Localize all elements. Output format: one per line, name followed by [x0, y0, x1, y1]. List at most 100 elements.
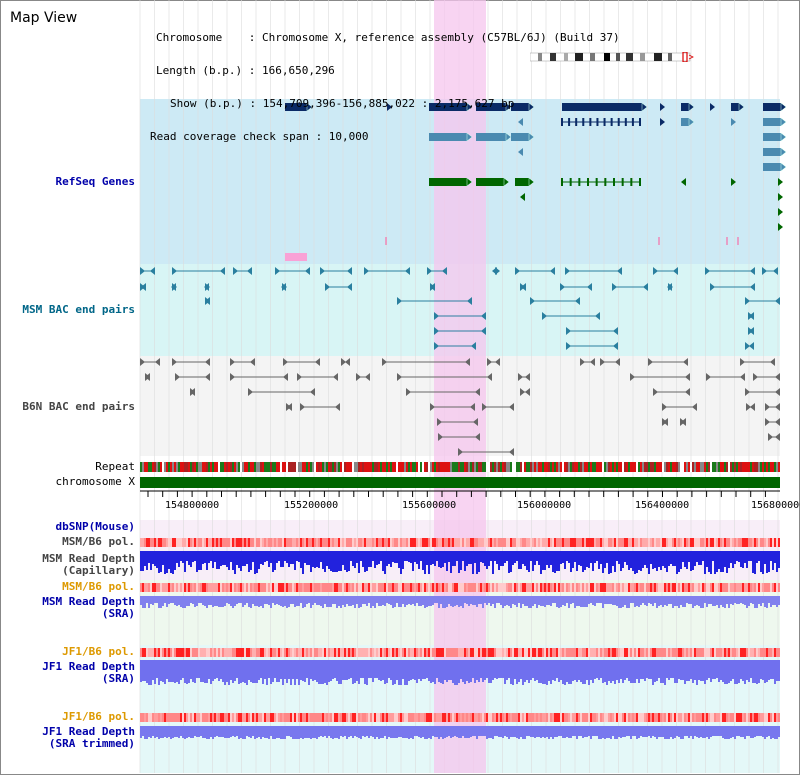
polymorphism-segment: [706, 648, 708, 657]
repeat-segment: [772, 462, 774, 472]
depth-bar: [252, 551, 254, 562]
polymorphism-segment: [652, 538, 654, 547]
polymorphism-segment: [440, 713, 442, 722]
track-label-msm-b6-pol-2[interactable]: MSM/B6 pol.: [62, 580, 135, 593]
depth-bar: [542, 551, 544, 570]
polymorphism-segment: [522, 648, 524, 657]
track-label-dbsnp[interactable]: dbSNP(Mouse): [55, 520, 135, 533]
chromosome-ideogram[interactable]: [530, 52, 695, 62]
depth-bar: [574, 660, 576, 680]
depth-bar: [484, 660, 486, 680]
depth-bar: [750, 660, 752, 678]
track-label-b6n-bac[interactable]: B6N BAC end pairs: [22, 400, 135, 413]
depth-bar: [570, 726, 572, 738]
polymorphism-segment: [752, 648, 754, 657]
polymorphism-segment: [156, 713, 158, 722]
polymorphism-segment: [370, 713, 372, 722]
repeat-segment: [724, 462, 726, 472]
depth-bar: [542, 596, 544, 606]
polymorphism-segment: [596, 583, 598, 592]
depth-bar: [202, 726, 204, 738]
depth-bar: [228, 660, 230, 685]
polymorphism-segment: [750, 583, 752, 592]
depth-bar: [440, 596, 442, 604]
polymorphism-segment: [732, 538, 734, 547]
depth-bar: [198, 726, 200, 737]
polymorphism-segment: [562, 713, 564, 722]
depth-bar: [496, 596, 498, 603]
polymorphism-segment: [438, 583, 440, 592]
polymorphism-segment: [660, 583, 662, 592]
depth-bar: [278, 551, 280, 561]
repeat-segment: [504, 462, 506, 472]
depth-bar: [490, 660, 492, 683]
bac-end: [406, 388, 411, 396]
polymorphism-segment: [676, 713, 678, 722]
depth-bar: [488, 596, 490, 603]
depth-bar: [694, 726, 696, 736]
repeat-segment: [148, 462, 150, 472]
depth-bar: [192, 551, 194, 562]
track-label-msm-bac[interactable]: MSM BAC end pairs: [22, 303, 135, 316]
depth-bar: [172, 726, 174, 738]
depth-bar: [678, 596, 680, 608]
depth-bar: [518, 726, 520, 739]
track-label-jf1-depth-trim[interactable]: JF1 Read Depth: [42, 725, 135, 738]
polymorphism-segment: [458, 538, 460, 547]
track-label-msm-depth-sra[interactable]: MSM Read Depth: [42, 595, 135, 608]
depth-bar: [504, 726, 506, 736]
depth-bar: [476, 551, 478, 574]
track-label-msm-b6-pol-1[interactable]: MSM/B6 pol.: [62, 535, 135, 548]
depth-bar: [226, 726, 228, 738]
bac-end: [685, 373, 690, 381]
polymorphism-segment: [172, 648, 174, 657]
polymorphism-segment: [372, 713, 374, 722]
track-label-jf1-depth[interactable]: JF1 Read Depth: [42, 660, 135, 673]
polymorphism-segment: [748, 538, 750, 547]
polymorphism-segment: [686, 583, 688, 592]
depth-bar: [162, 551, 164, 565]
track-label-jf1-b6-pol-1[interactable]: JF1/B6 pol.: [62, 645, 135, 658]
depth-bar: [626, 551, 628, 565]
depth-bar: [406, 551, 408, 561]
polymorphism-segment: [188, 648, 190, 657]
depth-bar: [360, 660, 362, 678]
depth-bar: [472, 660, 474, 678]
polymorphism-segment: [660, 713, 662, 722]
depth-bar: [502, 726, 504, 738]
depth-bar: [594, 596, 596, 606]
gene-arrow: [778, 178, 783, 186]
polymorphism-segment: [154, 583, 156, 592]
track-label-msm-depth-cap[interactable]: MSM Read Depth: [42, 552, 135, 565]
depth-bar: [480, 596, 482, 604]
polymorphism-segment: [218, 538, 220, 547]
polymorphism-segment: [530, 538, 532, 547]
track-label-jf1-b6-pol-2[interactable]: JF1/B6 pol.: [62, 710, 135, 723]
polymorphism-segment: [478, 583, 480, 592]
depth-bar: [460, 660, 462, 679]
depth-bar: [216, 726, 218, 736]
depth-bar: [218, 660, 220, 681]
bac-end: [615, 358, 620, 366]
polymorphism-segment: [616, 583, 618, 592]
depth-bar: [682, 596, 684, 607]
polymorphism-segment: [162, 583, 164, 592]
depth-bar: [400, 726, 402, 737]
polymorphism-segment: [450, 583, 452, 592]
polymorphism-segment: [168, 538, 170, 547]
polymorphism-segment: [494, 583, 496, 592]
polymorphism-segment: [478, 538, 480, 547]
polymorphism-segment: [374, 583, 376, 592]
polymorphism-segment: [754, 583, 756, 592]
polymorphism-segment: [582, 583, 584, 592]
depth-bar: [680, 596, 682, 605]
depth-bar: [196, 726, 198, 737]
polymorphism-segment: [144, 538, 146, 547]
polymorphism-segment: [528, 583, 530, 592]
depth-bar: [612, 660, 614, 681]
polymorphism-segment: [142, 648, 144, 657]
depth-bar: [140, 596, 142, 605]
depth-bar: [370, 660, 372, 678]
track-label-refseq[interactable]: RefSeq Genes: [55, 175, 135, 188]
polymorphism-segment: [328, 583, 330, 592]
